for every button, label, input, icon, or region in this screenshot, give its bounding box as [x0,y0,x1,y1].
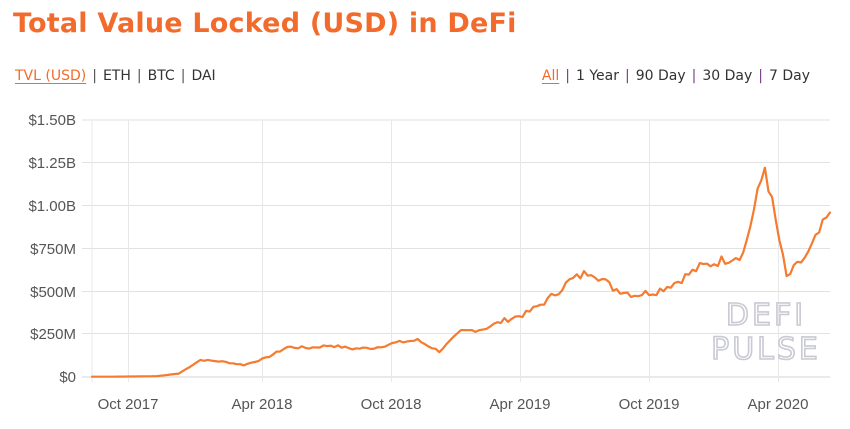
separator: | [691,68,697,84]
range-tabs: All | 1 Year | 90 Day | 30 Day | 7 Day [542,68,810,84]
watermark-logo: DEFI PULSE [710,297,821,368]
y-tick-label: $0 [59,369,76,386]
tab-tvl-usd[interactable]: TVL (USD) [15,68,87,84]
separator: | [180,68,186,84]
x-tick-label: Apr 2019 [490,396,551,413]
x-tick-label: Oct 2017 [98,396,159,413]
x-tick-label: Oct 2019 [619,396,680,413]
y-tick-label: $1.50B [28,112,76,129]
metric-tabs: TVL (USD) | ETH | BTC | DAI [15,68,216,84]
y-tick-label: $500M [30,284,76,301]
range-1-year[interactable]: 1 Year [575,68,619,84]
y-tick-label: $1.00B [28,198,76,215]
separator: | [92,68,97,84]
range-90-day[interactable]: 90 Day [635,68,686,84]
page-title: Total Value Locked (USD) in DeFi [13,8,517,39]
tab-dai[interactable]: DAI [191,68,216,84]
separator: | [136,68,142,84]
range-7-day[interactable]: 7 Day [768,68,810,84]
separator: | [565,68,570,84]
x-axis-labels: Oct 2017 Apr 2018 Oct 2018 Apr 2019 Oct … [98,396,809,413]
tab-btc[interactable]: BTC [147,68,175,84]
y-tick-label: $1.25B [28,155,76,172]
watermark-line1: DEFI [726,298,806,333]
range-all[interactable]: All [541,68,560,84]
x-tick-label: Apr 2018 [232,396,293,413]
y-gridlines [82,119,830,378]
tvl-series-line [90,166,832,378]
x-tick-label: Oct 2018 [361,396,422,413]
range-30-day[interactable]: 30 Day [702,68,753,84]
y-tick-label: $750M [30,241,76,258]
y-tick-label: $250M [30,326,76,343]
x-tick-label: Apr 2020 [748,396,809,413]
separator: | [758,68,763,84]
y-axis-labels: $1.50B $1.25B $1.00B $750M $500M $250M $… [28,112,76,386]
x-gridlines [91,120,779,382]
separator: | [624,68,630,84]
tab-eth[interactable]: ETH [102,68,131,84]
watermark-line2: PULSE [711,332,821,367]
